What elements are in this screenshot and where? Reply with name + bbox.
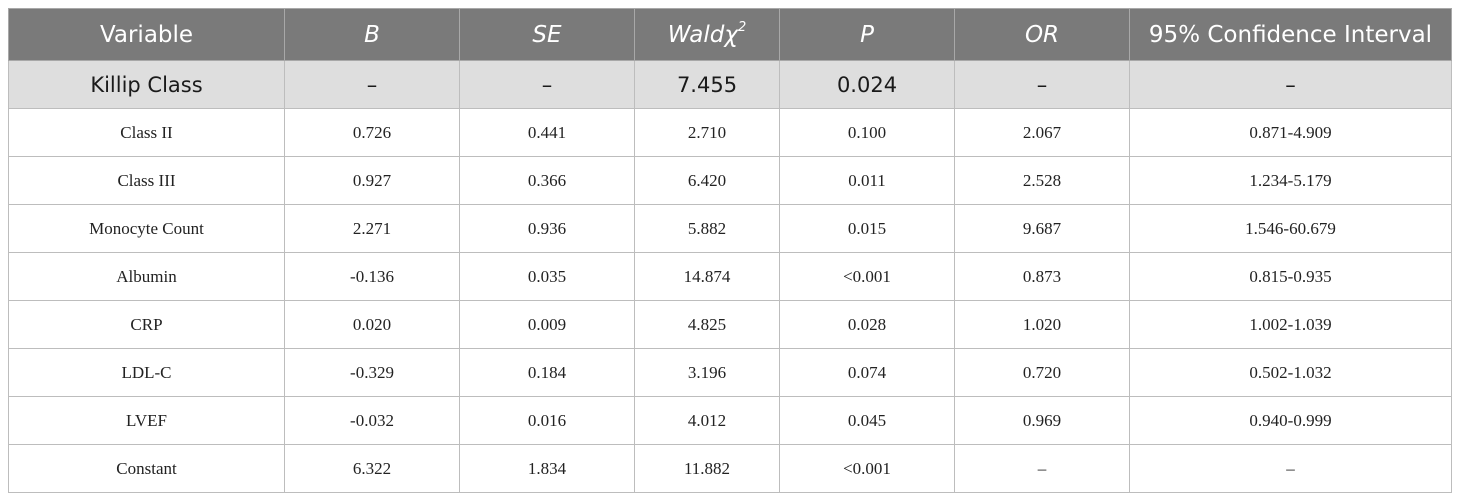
table-row: Monocyte Count 2.271 0.936 5.882 0.015 9… [8,204,1452,253]
cell-p: 0.074 [779,348,955,397]
cell-or: 0.720 [954,348,1130,397]
cell-wald: 5.882 [634,204,780,253]
header-se: SE [459,8,635,61]
cell-se: 0.936 [459,204,635,253]
cell-b: -0.136 [284,252,460,301]
cell-variable: LDL-C [8,348,285,397]
cell-variable: Class II [8,108,285,157]
cell-variable: Class III [8,156,285,205]
cell-se: 0.009 [459,300,635,349]
cell-variable: Monocyte Count [8,204,285,253]
table-header: Variable B SE Waldχ2 P OR 95% Confidence… [8,8,1452,61]
cell-b: 0.020 [284,300,460,349]
cell-se: 0.366 [459,156,635,205]
cell-b: 0.927 [284,156,460,205]
header-b: B [284,8,460,61]
header-row: Variable B SE Waldχ2 P OR 95% Confidence… [8,8,1452,61]
header-ci: 95% Confidence Interval [1129,8,1452,61]
regression-table: Variable B SE Waldχ2 P OR 95% Confidence… [8,8,1452,493]
header-variable: Variable [8,8,285,61]
cell-ci: 0.815-0.935 [1129,252,1452,301]
cell-se: 0.184 [459,348,635,397]
table-row: LVEF -0.032 0.016 4.012 0.045 0.969 0.94… [8,396,1452,445]
cell-se: 1.834 [459,444,635,493]
cell-wald: 14.874 [634,252,780,301]
header-wald-chi2: Waldχ2 [634,8,780,61]
cell-ci: – [1129,444,1452,493]
table-row: Class II 0.726 0.441 2.710 0.100 2.067 0… [8,108,1452,157]
cell-wald: 11.882 [634,444,780,493]
cell-variable: Constant [8,444,285,493]
group-name: Killip Class [8,60,285,109]
table-body: Killip Class – – 7.455 0.024 – – Class I… [8,60,1452,493]
cell-se: 0.441 [459,108,635,157]
cell-or: 2.528 [954,156,1130,205]
cell-ci: 0.502-1.032 [1129,348,1452,397]
table-row: LDL-C -0.329 0.184 3.196 0.074 0.720 0.5… [8,348,1452,397]
group-p: 0.024 [779,60,955,109]
table-row: Constant 6.322 1.834 11.882 <0.001 – – [8,444,1452,493]
cell-or: 0.873 [954,252,1130,301]
cell-ci: 1.002-1.039 [1129,300,1452,349]
cell-wald: 6.420 [634,156,780,205]
cell-p: <0.001 [779,444,955,493]
cell-p: <0.001 [779,252,955,301]
group-wald: 7.455 [634,60,780,109]
cell-variable: Albumin [8,252,285,301]
cell-or: – [954,444,1130,493]
cell-wald: 4.012 [634,396,780,445]
cell-b: 6.322 [284,444,460,493]
cell-p: 0.100 [779,108,955,157]
group-se: – [459,60,635,109]
cell-ci: 0.871-4.909 [1129,108,1452,157]
cell-p: 0.011 [779,156,955,205]
cell-p: 0.028 [779,300,955,349]
table-row: Class III 0.927 0.366 6.420 0.011 2.528 … [8,156,1452,205]
header-p: P [779,8,955,61]
cell-or: 0.969 [954,396,1130,445]
table-row: CRP 0.020 0.009 4.825 0.028 1.020 1.002-… [8,300,1452,349]
cell-or: 1.020 [954,300,1130,349]
cell-or: 9.687 [954,204,1130,253]
cell-ci: 1.234-5.179 [1129,156,1452,205]
cell-p: 0.045 [779,396,955,445]
cell-wald: 3.196 [634,348,780,397]
cell-wald: 2.710 [634,108,780,157]
group-or: – [954,60,1130,109]
header-wald-text: Wald [667,21,725,48]
cell-p: 0.015 [779,204,955,253]
header-chi-symbol: χ [724,21,738,48]
cell-wald: 4.825 [634,300,780,349]
cell-ci: 0.940-0.999 [1129,396,1452,445]
cell-se: 0.035 [459,252,635,301]
group-b: – [284,60,460,109]
cell-se: 0.016 [459,396,635,445]
cell-or: 2.067 [954,108,1130,157]
group-ci: – [1129,60,1452,109]
header-chi-superscript: 2 [737,19,747,35]
cell-variable: LVEF [8,396,285,445]
cell-b: 2.271 [284,204,460,253]
cell-b: -0.329 [284,348,460,397]
cell-variable: CRP [8,300,285,349]
header-or: OR [954,8,1130,61]
cell-ci: 1.546-60.679 [1129,204,1452,253]
table-row: Albumin -0.136 0.035 14.874 <0.001 0.873… [8,252,1452,301]
cell-b: 0.726 [284,108,460,157]
group-row-killip-class: Killip Class – – 7.455 0.024 – – [8,60,1452,109]
cell-b: -0.032 [284,396,460,445]
